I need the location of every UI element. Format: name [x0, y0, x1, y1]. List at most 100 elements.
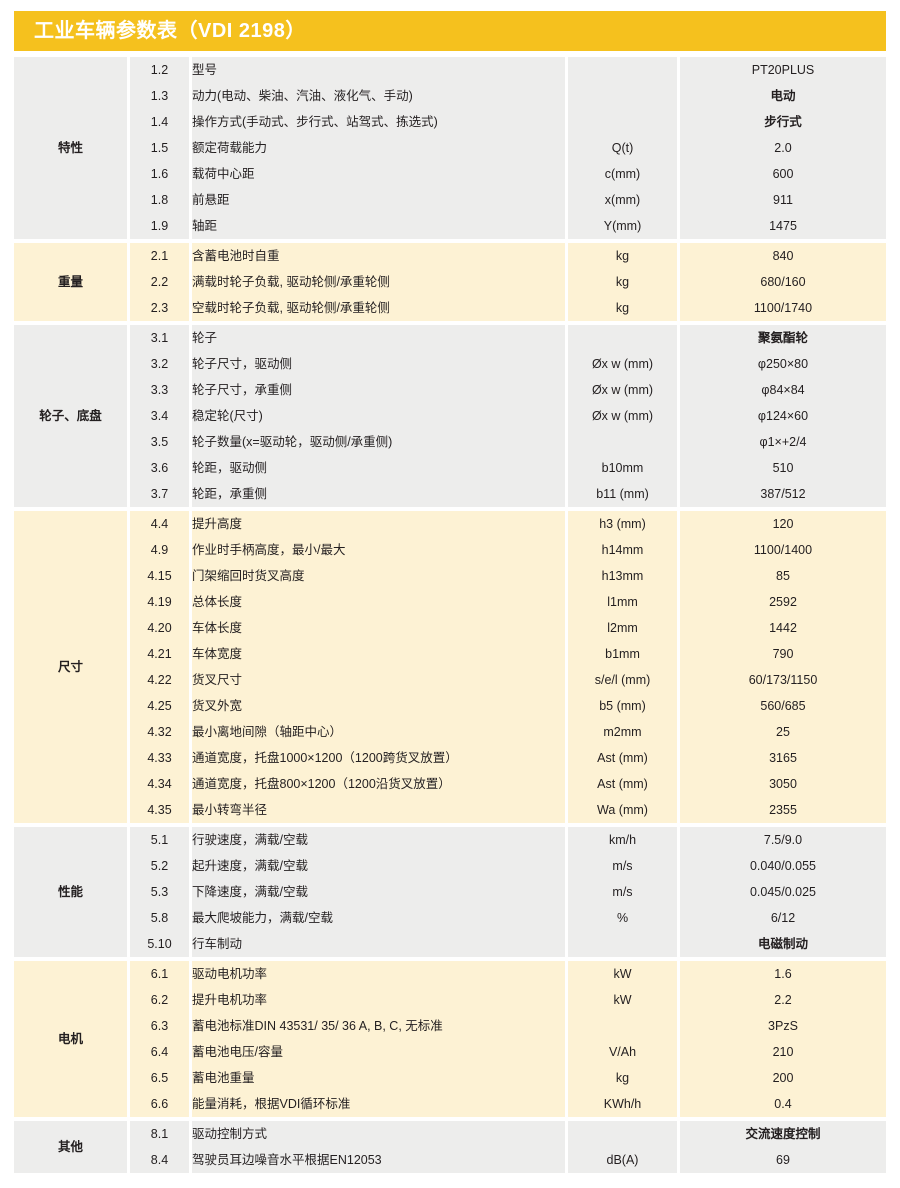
section-divider-cell: [14, 239, 886, 243]
row-description: 轮距，驱动侧: [192, 455, 568, 481]
table-row: 4.9 作业时手柄高度，最小/最大 h14mm 1100/1400: [14, 537, 886, 563]
section-divider: [14, 321, 886, 325]
row-value: 840: [680, 243, 886, 269]
table-row: 8.4 驾驶员耳边噪音水平根据EN12053 dB(A) 69: [14, 1147, 886, 1173]
row-value: 69: [680, 1147, 886, 1173]
row-unit: [568, 931, 680, 957]
row-unit: kW: [568, 961, 680, 987]
row-value: 560/685: [680, 693, 886, 719]
row-unit: kg: [568, 295, 680, 321]
row-unit: h3 (mm): [568, 511, 680, 537]
row-description: 车体宽度: [192, 641, 568, 667]
row-number: 4.32: [130, 719, 192, 745]
table-row: 1.5 额定荷载能力 Q(t) 2.0: [14, 135, 886, 161]
row-value: 电动: [680, 83, 886, 109]
table-row: 5.2 起升速度，满载/空载 m/s 0.040/0.055: [14, 853, 886, 879]
row-description: 蓄电池电压/容量: [192, 1039, 568, 1065]
row-number: 1.6: [130, 161, 192, 187]
row-value: 2355: [680, 797, 886, 823]
table-row: 6.3 蓄电池标准DIN 43531/ 35/ 36 A, B, C, 无标准 3P…: [14, 1013, 886, 1039]
row-value: 85: [680, 563, 886, 589]
row-value: 0.040/0.055: [680, 853, 886, 879]
row-description: 操作方式(手动式、步行式、站驾式、拣选式): [192, 109, 568, 135]
row-value: 0.4: [680, 1091, 886, 1117]
row-unit: kg: [568, 243, 680, 269]
section-group-label: 重量: [14, 243, 130, 321]
section-divider-cell: [14, 1117, 886, 1121]
section-divider: [14, 823, 886, 827]
row-number: 6.4: [130, 1039, 192, 1065]
row-unit: Øx w (mm): [568, 403, 680, 429]
row-description: 轮子数量(x=驱动轮，驱动侧/承重侧): [192, 429, 568, 455]
row-description: 驾驶员耳边噪音水平根据EN12053: [192, 1147, 568, 1173]
row-value: 1100/1740: [680, 295, 886, 321]
section-divider: [14, 1117, 886, 1121]
row-unit: m/s: [568, 879, 680, 905]
row-value: 911: [680, 187, 886, 213]
row-value: 3PzS: [680, 1013, 886, 1039]
row-number: 4.22: [130, 667, 192, 693]
section-group-label: 电机: [14, 961, 130, 1117]
table-body: 特性 1.2 型号 PT20PLUS 1.3 动力(电动、柴油、汽油、液化气、手动) 电动 1…: [14, 57, 886, 1173]
row-unit: s/e/l (mm): [568, 667, 680, 693]
row-number: 4.20: [130, 615, 192, 641]
row-description: 通道宽度，托盘1000×1200（1200跨货叉放置）: [192, 745, 568, 771]
row-unit: KWh/h: [568, 1091, 680, 1117]
row-unit: b5 (mm): [568, 693, 680, 719]
row-unit: Øx w (mm): [568, 351, 680, 377]
row-number: 4.19: [130, 589, 192, 615]
row-number: 1.2: [130, 57, 192, 83]
row-number: 8.4: [130, 1147, 192, 1173]
row-unit: [568, 83, 680, 109]
row-value: 7.5/9.0: [680, 827, 886, 853]
table-row: 4.32 最小离地间隙（轴距中心） m2mm 25: [14, 719, 886, 745]
row-description: 满载时轮子负载, 驱动轮侧/承重轮侧: [192, 269, 568, 295]
row-number: 4.15: [130, 563, 192, 589]
table-row: 1.8 前悬距 x(mm) 911: [14, 187, 886, 213]
table-row: 4.21 车体宽度 b1mm 790: [14, 641, 886, 667]
row-description: 轮子: [192, 325, 568, 351]
row-unit: h14mm: [568, 537, 680, 563]
row-description: 轴距: [192, 213, 568, 239]
row-description: 门架缩回时货叉高度: [192, 563, 568, 589]
row-description: 额定荷载能力: [192, 135, 568, 161]
row-value: 电磁制动: [680, 931, 886, 957]
section-divider-cell: [14, 823, 886, 827]
row-number: 1.4: [130, 109, 192, 135]
table-row: 4.15 门架缩回时货叉高度 h13mm 85: [14, 563, 886, 589]
row-value: φ124×60: [680, 403, 886, 429]
row-unit: kg: [568, 1065, 680, 1091]
row-unit: V/Ah: [568, 1039, 680, 1065]
section-group-label: 尺寸: [14, 511, 130, 823]
row-unit: [568, 109, 680, 135]
row-description: 提升电机功率: [192, 987, 568, 1013]
table-row: 5.3 下降速度，满载/空载 m/s 0.045/0.025: [14, 879, 886, 905]
section-divider-cell: [14, 321, 886, 325]
row-value: 3165: [680, 745, 886, 771]
table-row: 尺寸 4.4 提升高度 h3 (mm) 120: [14, 511, 886, 823]
section-divider: [14, 957, 886, 961]
row-number: 4.34: [130, 771, 192, 797]
row-value: φ250×80: [680, 351, 886, 377]
row-unit: [568, 429, 680, 455]
row-unit: Øx w (mm): [568, 377, 680, 403]
section-group-label: 性能: [14, 827, 130, 957]
row-number: 3.5: [130, 429, 192, 455]
row-description: 能量消耗，根据VDI循环标准: [192, 1091, 568, 1117]
row-description: 行驶速度，满载/空载: [192, 827, 568, 853]
row-number: 2.3: [130, 295, 192, 321]
table-row: 其他 8.1 驱动控制方式 交流速度控制: [14, 1121, 886, 1173]
row-description: 型号: [192, 57, 568, 83]
row-description: 下降速度，满载/空载: [192, 879, 568, 905]
row-value: 2.2: [680, 987, 886, 1013]
row-unit: kW: [568, 987, 680, 1013]
table-row: 3.7 轮距，承重侧 b11 (mm) 387/512: [14, 481, 886, 507]
specification-table: 特性 1.2 型号 PT20PLUS 1.3 动力(电动、柴油、汽油、液化气、手动) 电动 1…: [14, 57, 886, 1173]
table-row: 4.35 最小转弯半径 Wa (mm) 2355: [14, 797, 886, 823]
row-number: 5.1: [130, 827, 192, 853]
row-description: 最大爬坡能力，满载/空载: [192, 905, 568, 931]
section-group-label: 特性: [14, 57, 130, 239]
table-row: 3.3 轮子尺寸，承重侧 Øx w (mm) φ84×84: [14, 377, 886, 403]
row-number: 6.2: [130, 987, 192, 1013]
row-number: 1.3: [130, 83, 192, 109]
